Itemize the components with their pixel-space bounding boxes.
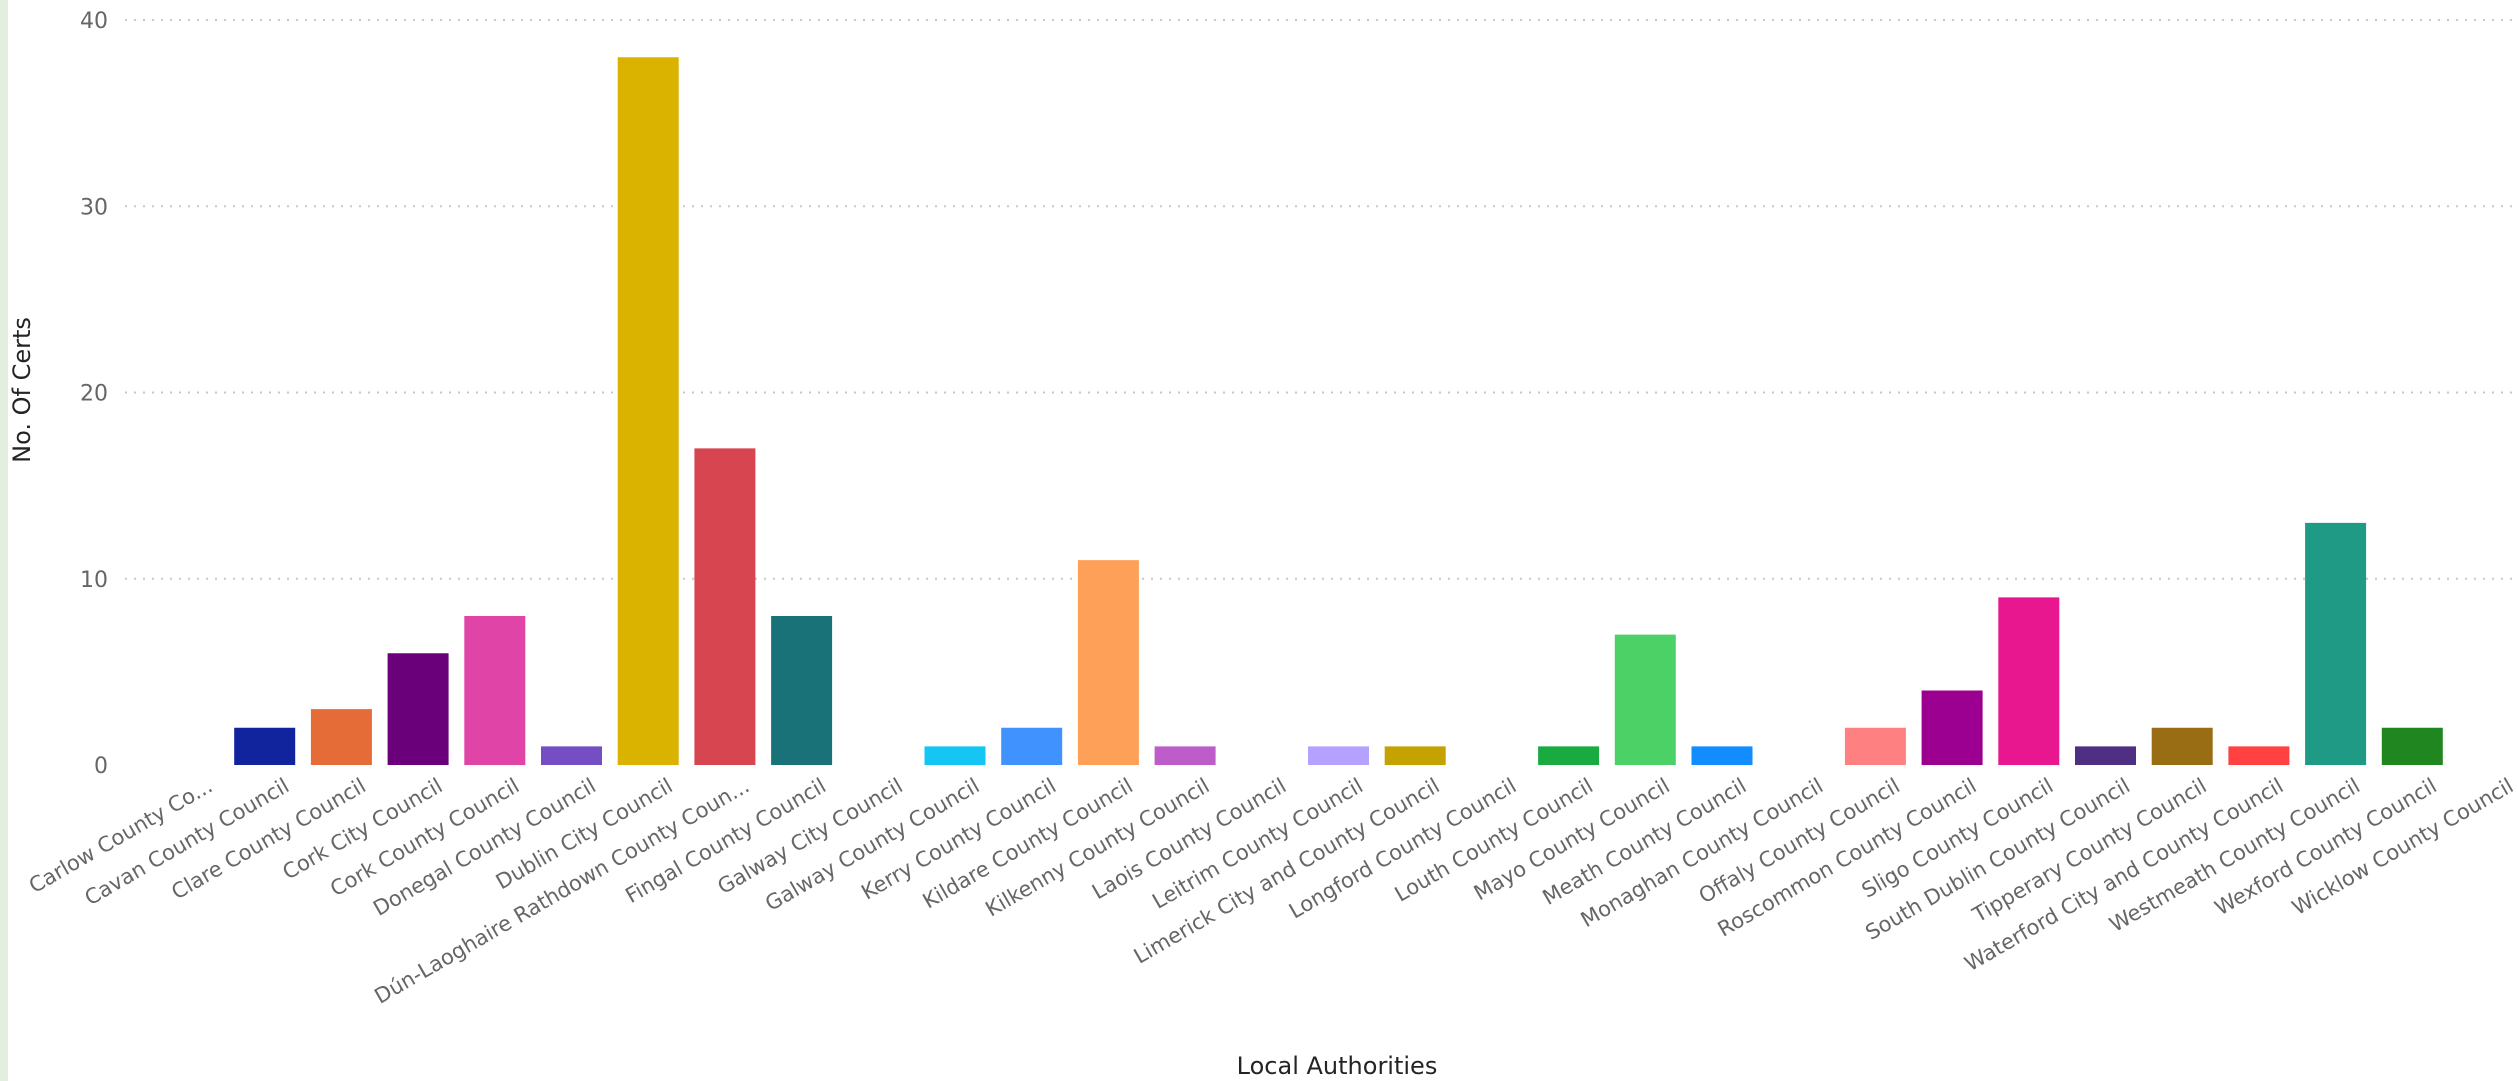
bar[interactable] <box>2151 727 2213 765</box>
bar[interactable] <box>1154 746 1216 765</box>
y-axis-title: No. Of Certs <box>8 317 36 463</box>
bar[interactable] <box>1614 634 1676 765</box>
left-edge-strip <box>0 0 8 1081</box>
bar[interactable] <box>464 616 526 765</box>
bar[interactable] <box>1691 746 1753 765</box>
gridlines <box>125 19 2517 580</box>
bar[interactable] <box>924 746 986 765</box>
bar[interactable] <box>1001 727 1063 765</box>
y-tick-label: 30 <box>80 195 108 220</box>
bar[interactable] <box>2228 746 2290 765</box>
x-axis-category-labels: Carlow County Co...Cavan County CouncilC… <box>25 774 2517 1009</box>
bar[interactable] <box>694 448 756 765</box>
bar[interactable] <box>1384 746 1446 765</box>
bar[interactable] <box>617 57 679 765</box>
bar[interactable] <box>2075 746 2136 765</box>
y-tick-label: 0 <box>94 754 108 779</box>
bar[interactable] <box>1538 746 1600 765</box>
bar[interactable] <box>310 709 372 765</box>
bar[interactable] <box>1844 727 1906 765</box>
y-tick-label: 20 <box>80 382 108 407</box>
y-tick-label: 10 <box>80 568 108 593</box>
bar[interactable] <box>234 727 296 765</box>
bar[interactable] <box>2381 727 2443 765</box>
bar[interactable] <box>2305 522 2367 765</box>
bar[interactable] <box>541 746 602 765</box>
bar[interactable] <box>1308 746 1369 765</box>
x-axis-title: Local Authorities <box>1237 1052 1438 1080</box>
bar[interactable] <box>387 653 449 765</box>
bar[interactable] <box>1998 597 2060 765</box>
y-tick-label: 40 <box>80 9 108 34</box>
bar[interactable] <box>771 616 833 765</box>
bar[interactable] <box>1077 560 1139 765</box>
bars <box>234 57 2443 765</box>
bar[interactable] <box>1921 690 1983 766</box>
y-axis-ticks: 0 10 20 30 40 <box>80 9 108 779</box>
